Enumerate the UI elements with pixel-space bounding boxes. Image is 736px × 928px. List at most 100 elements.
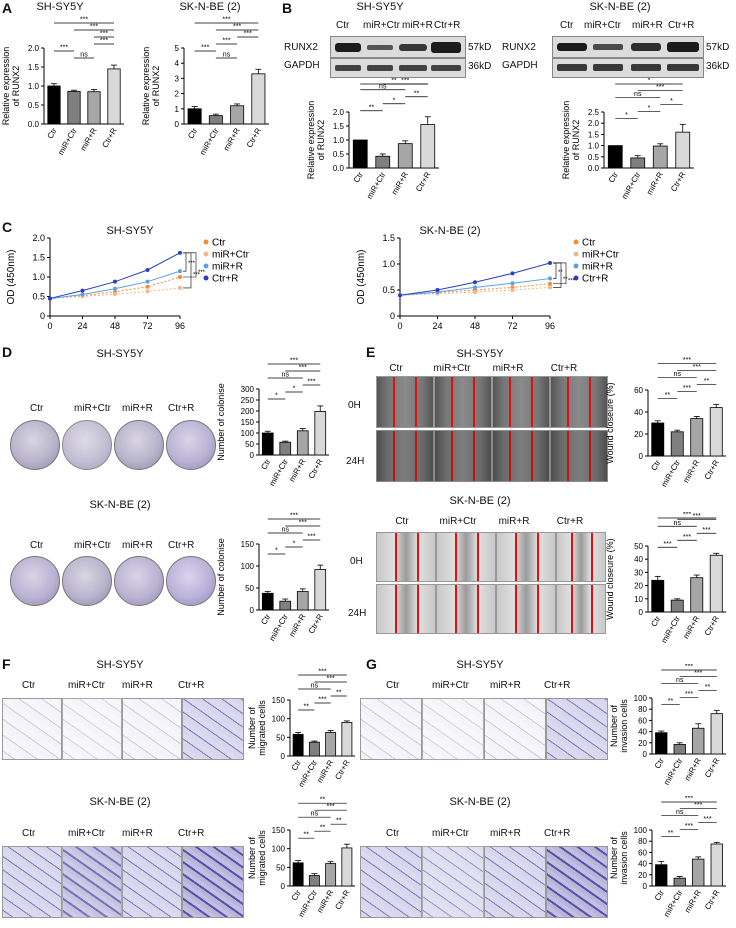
significance-label: *** [188, 261, 196, 267]
panel-d-top-title: SH-SY5Y [96, 348, 144, 360]
y-tick-label: 1.5 [32, 253, 45, 263]
blot-kd-57: 57kD [706, 42, 730, 53]
significance-label: *** [222, 38, 230, 45]
wound-tile-shsy5y-24h-ctr-r [550, 430, 608, 482]
bar-mir-r [692, 858, 705, 887]
bar-ctr [292, 733, 304, 757]
inv-image-mir-ctr [422, 698, 484, 760]
colony-dish-mir-r [114, 420, 164, 470]
x-tick-label: miR+R [683, 756, 703, 782]
data-point-mir-r [80, 292, 85, 297]
y-tick-label: 20 [634, 430, 643, 439]
panel-e-top-title: SH-SY5Y [456, 348, 504, 360]
migr-image-mir-r [122, 846, 182, 918]
blot-lane-ctr-r: Ctr+R [668, 20, 695, 31]
y-tick-label: 150 [241, 418, 255, 427]
significance-label: *** [198, 270, 206, 276]
legend-label-mir-ctr: miR+Ctr [582, 250, 620, 261]
significance-label: *** [307, 379, 315, 386]
bar-chart-d-shsy5y: 0 50 100 150 200 250 300 Number of colonise Ctr m… [216, 358, 329, 488]
significance-label: ns [674, 371, 682, 378]
x-tick-label: Ctr+R [703, 888, 721, 911]
significance-label: ns [282, 527, 290, 534]
migr-col-mir-r: miR+R [122, 828, 153, 839]
migr-image-mir-ctr [62, 846, 122, 918]
series-line-mir-ctr [399, 286, 551, 296]
panel-label-d: D [2, 344, 13, 360]
data-point-mir-ctr [113, 292, 117, 297]
migr-col-mir-ctr: miR+Ctr [68, 680, 105, 691]
wound-images-shsy5y: Ctr miR+Ctr miR+R Ctr+R 0H 24H [346, 363, 596, 484]
significance-label: ** [705, 684, 711, 691]
bar-ctr [651, 422, 665, 457]
significance-label: * [670, 98, 673, 105]
legend-label-ctr: Ctr [212, 238, 226, 249]
legend-marker-ctr-r [203, 275, 209, 281]
x-tick-label: Ctr [653, 756, 666, 770]
x-tick-label: miR+R [681, 458, 701, 484]
data-point-ctr [145, 284, 150, 289]
x-tick-label: 24 [432, 321, 442, 331]
x-tick-label: miR+R [683, 888, 703, 914]
data-point-ctr [548, 281, 552, 286]
blot-lane-mir-ctr: miR+Ctr [584, 20, 621, 31]
panel-b-right-title: SK-N-BE (2) [589, 1, 651, 13]
bar-ctr [352, 139, 368, 169]
y-tick-label: 2.0 [28, 44, 40, 53]
y-tick-label: 0 [390, 311, 395, 321]
inv-image-mir-r [484, 846, 546, 918]
data-point-mir-ctr [178, 285, 182, 290]
bar-mir-r [230, 105, 245, 125]
blot-strip-gapdh [330, 58, 466, 78]
significance-label: ** [304, 832, 310, 839]
panel-g-bottom-title: SK-N-BE (2) [449, 796, 511, 808]
bar-ctr-r [710, 713, 723, 755]
blot-protein-gapdh: GAPDH [284, 60, 320, 71]
significance-label: ns [223, 52, 231, 59]
x-tick-label: 48 [470, 321, 480, 331]
y-tick-label: 1.5 [28, 63, 40, 72]
x-tick-label: miR+R [287, 457, 307, 483]
y-tick-label: 0 [281, 752, 286, 761]
x-tick-label: miR+R [315, 758, 335, 784]
y-axis-label: migrated cells [257, 830, 267, 886]
significance-label: * [293, 386, 296, 393]
data-point-ctr-r [435, 288, 440, 292]
y-tick-label: 10 [634, 595, 643, 604]
y-tick-label: 0 [643, 882, 648, 891]
inv-image-ctr [360, 698, 422, 760]
legend-label-mir-r: miR+R [212, 262, 243, 273]
y-axis-label: Number of colonise [216, 383, 226, 461]
bar-ctr [261, 432, 274, 456]
x-tick-label: miR+R [645, 170, 665, 196]
x-tick-label: Ctr+R [100, 126, 118, 149]
wound-col-ctr: Ctr [389, 363, 403, 374]
y-tick-label: 100 [241, 562, 255, 571]
wound-col-mir-ctr: miR+Ctr [433, 363, 471, 374]
inv-col-mir-ctr: miR+Ctr [432, 828, 469, 839]
significance-label: *** [694, 802, 702, 809]
data-point-mir-ctr [473, 290, 477, 295]
dish-label-ctr: Ctr [30, 403, 44, 414]
wound-row-0h: 0H [350, 556, 363, 567]
legend-label-mir-ctr: miR+Ctr [212, 250, 250, 261]
migr-col-ctr-r: Ctr+R [178, 828, 205, 839]
dish-label-mir-r: miR+R [122, 540, 153, 551]
x-tick-label: 0 [47, 321, 52, 331]
bar-mir-ctr [673, 744, 686, 755]
inv-col-mir-r: miR+R [490, 680, 521, 691]
panel-a-left-title: SH-SY5Y [36, 1, 84, 13]
inv-col-ctr-r: Ctr+R [544, 680, 571, 691]
significance-label: *** [100, 31, 108, 38]
bar-chart-a-shsy5y: 0.0 0.5 1.0 1.5 2.0 Relative expression of RUN… [1, 17, 124, 157]
x-tick-label: Ctr [290, 758, 303, 772]
migr-image-ctr [2, 698, 62, 760]
wound-col-mir-r: miR+R [492, 363, 524, 374]
y-tick-label: 250 [241, 396, 255, 405]
y-tick-label: 20 [638, 739, 647, 748]
x-tick-label: Ctr [290, 888, 303, 902]
data-point-ctr [178, 275, 182, 279]
blot-lane-mir-r: miR+R [402, 20, 433, 31]
